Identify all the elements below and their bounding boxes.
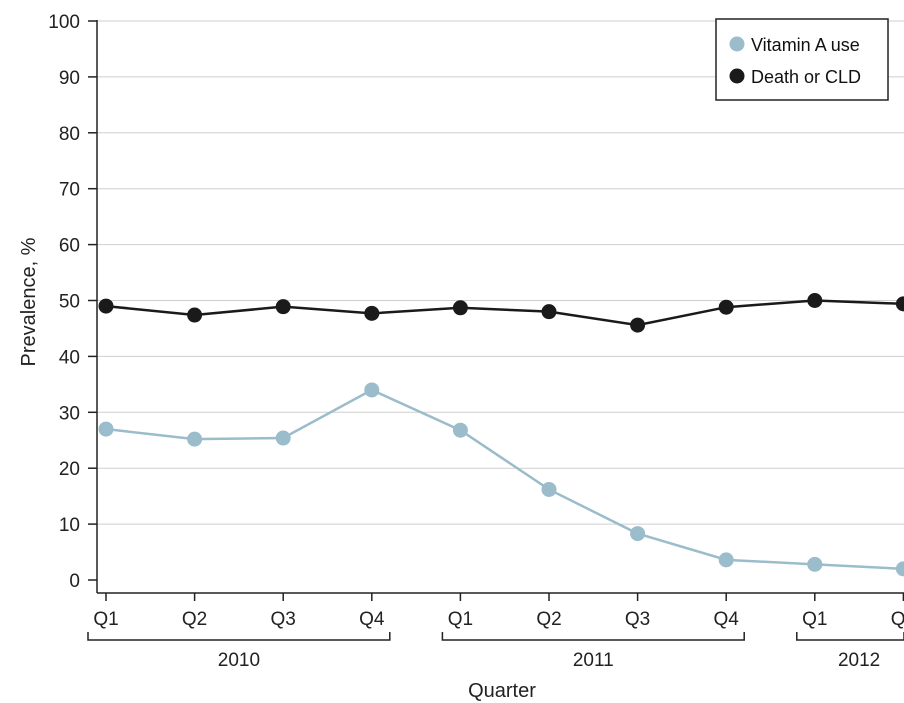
year-label: 2011 [573,650,614,671]
data-point-1 [187,307,203,323]
data-point-0 [541,481,557,497]
x-tick-label: Q1 [93,609,118,630]
x-axis-title: Quarter [468,680,536,702]
data-point-1 [98,298,114,314]
series-line-1 [105,299,904,327]
data-point-1 [364,305,380,321]
y-tick-label: 50 [59,292,80,313]
x-tick-label: Q2 [182,609,207,630]
axes: 0 10 20 30 40 50 60 70 80 90 100 [48,12,904,601]
legend-label-death-cld: Death or CLD [751,67,861,87]
year-bracket [441,632,745,641]
data-point-0 [718,552,734,568]
y-tick-label: 90 [59,68,80,89]
x-axis-labels: Q1 Q2 Q3 Q4 Q1 Q2 Q3 Q4 Q1 Q2 2010 2011 2012 [87,609,904,671]
year-label: 2012 [838,650,880,671]
data-point-0 [452,422,468,438]
x-tick-label: Q4 [359,609,385,630]
y-tick-label: 0 [69,571,80,592]
y-tick-label: 40 [59,347,80,368]
x-tick-label: Q3 [271,609,296,630]
x-tick-label: Q4 [714,609,740,630]
data-point-1 [895,296,904,312]
data-point-0 [895,561,904,577]
data-point-0 [807,556,823,572]
data-point-1 [541,304,557,320]
y-tick-label: 80 [59,124,80,145]
y-tick-label: 30 [59,403,80,424]
series-line-0 [105,388,904,571]
data-point-0 [187,431,203,447]
data-point-1 [275,299,291,315]
data-point-0 [275,430,291,446]
x-tick-label: Q2 [891,609,904,630]
data-point-1 [630,317,646,333]
data-point-1 [718,299,734,315]
x-tick-label: Q1 [802,609,827,630]
data-point-1 [807,293,823,308]
y-axis-title: Prevalence, % [18,237,40,366]
x-tick-label: Q2 [536,609,561,630]
y-tick-label: 60 [59,236,80,257]
x-tick-label: Q1 [448,609,473,630]
legend-box [715,18,889,101]
year-label: 2010 [218,650,260,671]
legend: Vitamin A use Death or CLD [715,18,889,101]
year-bracket [796,632,904,641]
legend-marker-death-cld [729,68,745,84]
series [98,293,904,577]
y-tick-label: 100 [48,12,80,33]
year-bracket [87,632,391,641]
data-point-1 [452,300,468,316]
data-point-0 [364,382,380,398]
legend-marker-vitamin-a [729,36,745,52]
y-tick-label: 20 [59,459,80,480]
x-tick-label: Q3 [625,609,650,630]
legend-label-vitamin-a: Vitamin A use [751,35,860,55]
y-tick-label: 10 [59,515,80,536]
data-point-0 [98,421,114,437]
data-point-0 [630,526,646,542]
y-tick-label: 70 [59,180,80,201]
